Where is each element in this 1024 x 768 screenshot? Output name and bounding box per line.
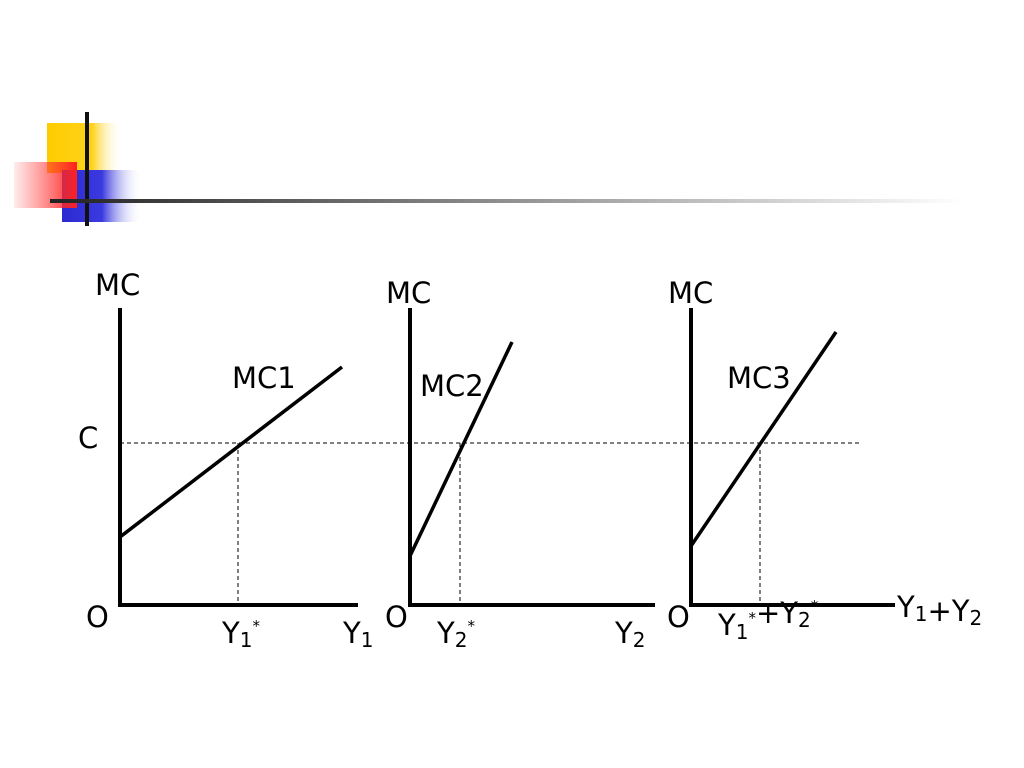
x-axis-label: Y2	[614, 616, 645, 652]
vertical-rule	[85, 112, 89, 226]
label-subscript: 1	[736, 620, 749, 644]
label-subscript: 1	[915, 602, 928, 626]
label-base: Y	[342, 616, 361, 650]
header-decoration	[14, 112, 965, 226]
x-axis-label: Y1	[342, 616, 373, 652]
origin-label: O	[385, 600, 408, 634]
mc-curve	[118, 365, 344, 539]
label-base: Y	[221, 616, 240, 650]
mc-curve	[408, 341, 514, 557]
label-base: Y	[896, 590, 915, 624]
y-axis-label: MC	[386, 276, 431, 310]
label-superscript: *	[811, 597, 819, 615]
label-subscript: 1	[361, 628, 374, 652]
y-axis-label: MC	[95, 268, 140, 302]
price-label: C	[78, 421, 98, 455]
mc-curve	[689, 331, 838, 547]
quantity-label: Y2*	[436, 616, 475, 652]
label-base: +Y	[927, 594, 969, 628]
horizontal-rule	[50, 199, 965, 203]
label-subscript: 2	[798, 608, 811, 632]
label-subscript: 1	[240, 628, 253, 652]
curve-label: MC2	[420, 369, 484, 403]
label-superscript: *	[748, 609, 756, 627]
label-superscript: *	[252, 617, 260, 635]
label-base: +Y	[756, 596, 798, 630]
label-subscript: 2	[455, 628, 468, 652]
quantity-label: Y1*+Y2*	[717, 596, 819, 644]
curve-label: MC1	[232, 361, 296, 395]
origin-label: O	[667, 600, 690, 634]
label-base: Y	[614, 616, 633, 650]
label-subscript: 2	[633, 628, 646, 652]
label-subscript: 2	[969, 606, 982, 630]
label-superscript: *	[467, 617, 475, 635]
curve-label: MC3	[727, 361, 791, 395]
label-base: Y	[717, 608, 736, 642]
x-axis-label: Y1+Y2	[896, 590, 982, 630]
label-base: Y	[436, 616, 455, 650]
quantity-label: Y1*	[221, 616, 260, 652]
y-axis-label: MC	[668, 276, 713, 310]
origin-label: O	[86, 600, 109, 634]
